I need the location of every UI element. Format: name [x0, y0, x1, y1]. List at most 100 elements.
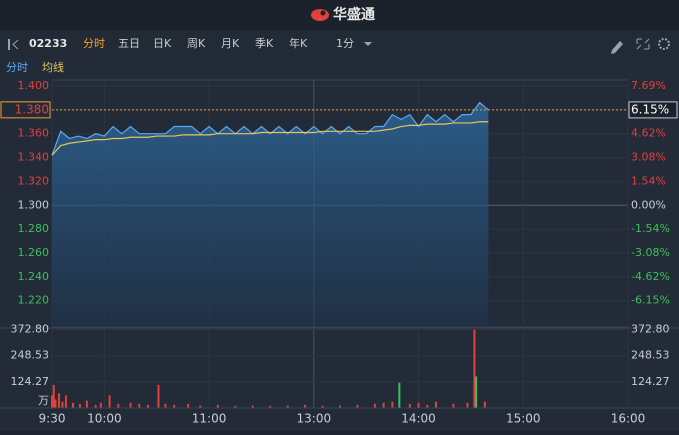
- y2-tick-label: 4.62%: [631, 127, 666, 140]
- volume-bar: [108, 395, 111, 408]
- y2-tick-label: -6.15%: [631, 294, 670, 307]
- interval-select[interactable]: 1分: [336, 37, 354, 50]
- draw-icon[interactable]: [611, 41, 623, 54]
- period-tab[interactable]: 月K: [221, 37, 240, 50]
- volume-bar: [321, 405, 324, 408]
- y-tick-label: 1.400: [18, 79, 50, 92]
- series-line: [51, 121, 489, 156]
- x-tick-label: 10:00: [87, 412, 122, 426]
- volume-bar: [475, 376, 478, 408]
- y2-tick-label: 248.53: [631, 349, 670, 362]
- y-tick-label: 1.260: [18, 246, 50, 259]
- volume-bar: [466, 402, 469, 408]
- expand-icon[interactable]: [636, 38, 650, 50]
- collapse-icon[interactable]: [8, 39, 19, 50]
- y-tick-label: 1.280: [18, 222, 50, 235]
- y-tick-label: 1.300: [18, 198, 50, 211]
- volume-bar: [356, 404, 359, 408]
- y2-tick-label: 3.08%: [631, 151, 666, 164]
- volume-bar: [71, 402, 74, 408]
- volume-bar: [382, 402, 385, 408]
- period-tab[interactable]: 日K: [153, 37, 172, 50]
- last-change-label: 6.15%: [631, 102, 669, 116]
- volume-bar: [54, 399, 57, 408]
- volume-bar: [234, 405, 237, 408]
- y-tick-label: 1.320: [18, 174, 50, 187]
- last-price-label: 1.380: [15, 102, 49, 116]
- x-tick-label: 13:00: [297, 412, 332, 426]
- volume-bar: [216, 404, 219, 408]
- y-tick-label: 248.53: [11, 349, 50, 362]
- series-line: [51, 101, 489, 156]
- x-tick-label: 16:00: [611, 412, 646, 426]
- volume-bar: [452, 403, 455, 408]
- volume-bar: [426, 404, 429, 408]
- volume-bar: [57, 393, 60, 408]
- y2-tick-label: 0.00%: [631, 198, 666, 211]
- volume-bar: [199, 405, 202, 408]
- volume-bar: [483, 401, 486, 408]
- y-tick-label: 1.340: [18, 151, 50, 164]
- volume-bar: [94, 404, 97, 408]
- logo-text: 华盛通: [333, 6, 375, 23]
- x-tick-label: 14:00: [401, 412, 436, 426]
- y-tick-label: 372.80: [11, 323, 50, 336]
- y2-tick-label: 1.54%: [631, 174, 666, 187]
- volume-bar: [408, 403, 411, 408]
- volume-bar: [61, 401, 64, 408]
- logo-icon-eye: [320, 10, 326, 16]
- stock-code: 02233: [29, 37, 67, 50]
- volume-bar: [138, 403, 141, 408]
- logo-icon: [311, 9, 329, 21]
- volume-bar: [398, 382, 401, 408]
- y2-tick-label: -4.62%: [631, 270, 670, 283]
- y-tick-label: 1.240: [18, 270, 50, 283]
- volume-bar: [391, 401, 394, 408]
- volume-bar: [164, 403, 167, 408]
- y-tick-label: 1.220: [18, 294, 50, 307]
- volume-bar: [52, 384, 55, 408]
- volume-bar: [147, 404, 149, 408]
- volume-bar: [64, 395, 67, 408]
- y2-tick-label: -1.54%: [631, 222, 670, 235]
- toolbar: [0, 30, 679, 58]
- volume-bar: [339, 405, 341, 408]
- y2-tick-label: 372.80: [631, 323, 670, 336]
- volume-bar: [117, 403, 120, 408]
- dropdown-arrow[interactable]: [364, 42, 372, 46]
- volume-bar: [286, 405, 289, 408]
- volume-bar: [129, 402, 132, 408]
- y-tick-label: 124.27: [11, 375, 50, 388]
- period-tab[interactable]: 季K: [255, 37, 274, 50]
- x-tick-label: 11:00: [192, 412, 227, 426]
- y-tick-label: 1.360: [18, 127, 50, 140]
- period-tab[interactable]: 五日: [118, 37, 140, 50]
- volume-bar: [173, 404, 176, 408]
- settings-icon[interactable]: [658, 38, 670, 50]
- volume-bar: [51, 395, 53, 408]
- volume-bar: [269, 405, 272, 408]
- volume-bar: [187, 403, 190, 408]
- legend-entry: 分时: [6, 61, 28, 74]
- volume-bar: [417, 402, 420, 408]
- volume-bar: [99, 402, 102, 408]
- volume-bar: [85, 400, 88, 408]
- y2-tick-label: 124.27: [631, 375, 670, 388]
- volume-bar: [251, 405, 254, 408]
- price-area: [52, 102, 489, 327]
- volume-unit: 万: [38, 394, 49, 407]
- period-tab[interactable]: 分时: [83, 37, 105, 50]
- volume-bar: [304, 404, 307, 408]
- volume-bar: [435, 401, 437, 408]
- logo: 华盛通: [311, 6, 375, 23]
- volume-bar: [373, 403, 376, 408]
- period-tab[interactable]: 年K: [289, 36, 308, 50]
- x-tick-label: 9:30: [39, 412, 66, 426]
- header-bar: [0, 0, 679, 30]
- period-tab[interactable]: 周K: [187, 37, 206, 50]
- y2-tick-label: 7.69%: [631, 79, 666, 92]
- x-tick-label: 15:00: [506, 412, 541, 426]
- y2-tick-label: -3.08%: [631, 246, 670, 259]
- legend-entry: 均线: [42, 60, 64, 74]
